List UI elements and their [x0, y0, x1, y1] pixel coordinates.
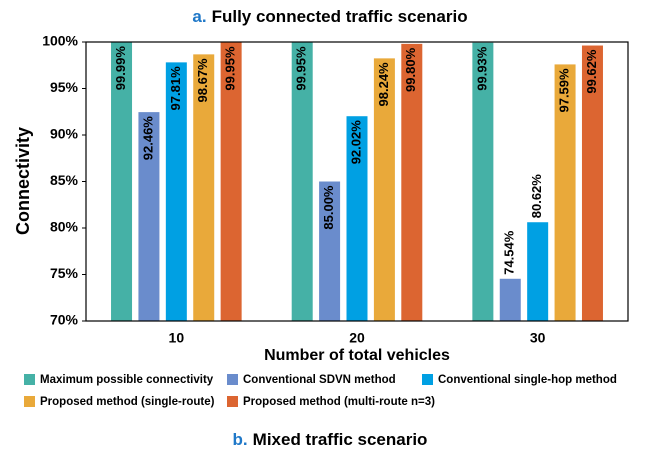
data-label: 74.54% — [502, 230, 517, 275]
chart-title-group: a. Fully connected traffic scenario — [192, 7, 467, 26]
legend-label: Proposed method (multi-route n=3) — [243, 396, 435, 408]
bar — [346, 116, 368, 322]
x-tick-label: 20 — [349, 330, 365, 346]
data-label: 97.81% — [168, 66, 183, 111]
bar — [291, 42, 313, 322]
legend-label: Conventional SDVN method — [243, 374, 396, 386]
y-tick-label: 70% — [50, 312, 79, 328]
bar — [165, 62, 187, 321]
y-tick-label: 80% — [50, 219, 79, 235]
x-tick-label: 10 — [169, 330, 185, 346]
bar — [319, 181, 341, 321]
data-label: 99.99% — [113, 46, 128, 91]
bar — [220, 42, 242, 322]
bar — [138, 112, 160, 321]
bar — [111, 42, 133, 322]
data-label: 92.46% — [140, 116, 155, 161]
bar — [193, 54, 215, 322]
data-label: 99.93% — [474, 46, 489, 91]
y-tick-label: 90% — [50, 126, 79, 142]
data-label: 92.02% — [348, 120, 363, 165]
data-label: 99.62% — [584, 49, 599, 94]
bar — [581, 45, 603, 322]
chart-title: Fully connected traffic scenario — [212, 7, 468, 26]
title-prefix: a. — [192, 7, 206, 26]
legend-swatch — [24, 374, 35, 385]
bar — [499, 278, 521, 321]
y-tick-label: 100% — [42, 33, 78, 49]
x-tick-label: 30 — [530, 330, 546, 346]
data-label: 99.95% — [294, 46, 309, 91]
next-chart-title: Mixed traffic scenario — [253, 430, 428, 449]
data-label: 85.00% — [321, 185, 336, 230]
data-label: 98.67% — [195, 58, 210, 103]
bar — [401, 43, 423, 322]
bar — [554, 64, 576, 322]
legend-label: Maximum possible connectivity — [40, 374, 214, 386]
y-tick-label: 75% — [50, 265, 79, 281]
legend-label: Conventional single-hop method — [438, 374, 617, 386]
y-tick-label: 95% — [50, 79, 79, 95]
data-label: 80.62% — [529, 174, 544, 219]
legend-label: Proposed method (single-route) — [40, 396, 215, 408]
data-label: 99.95% — [223, 46, 238, 91]
bar — [373, 58, 395, 321]
x-axis-label: Number of total vehicles — [264, 347, 450, 364]
data-label: 98.24% — [376, 62, 391, 107]
legend-swatch — [227, 396, 238, 407]
y-tick-label: 85% — [50, 172, 79, 188]
plot-frame — [85, 41, 629, 322]
data-label: 97.59% — [557, 68, 572, 113]
next-title-group: b. Mixed traffic scenario — [233, 430, 428, 449]
title-prefix: b. — [233, 430, 248, 449]
data-label: 99.80% — [403, 47, 418, 92]
y-axis-label: Connectivity — [13, 127, 33, 235]
legend-swatch — [227, 374, 238, 385]
legend-swatch — [24, 396, 35, 407]
bar — [472, 42, 494, 321]
bar — [527, 222, 549, 321]
legend-swatch — [422, 374, 433, 385]
